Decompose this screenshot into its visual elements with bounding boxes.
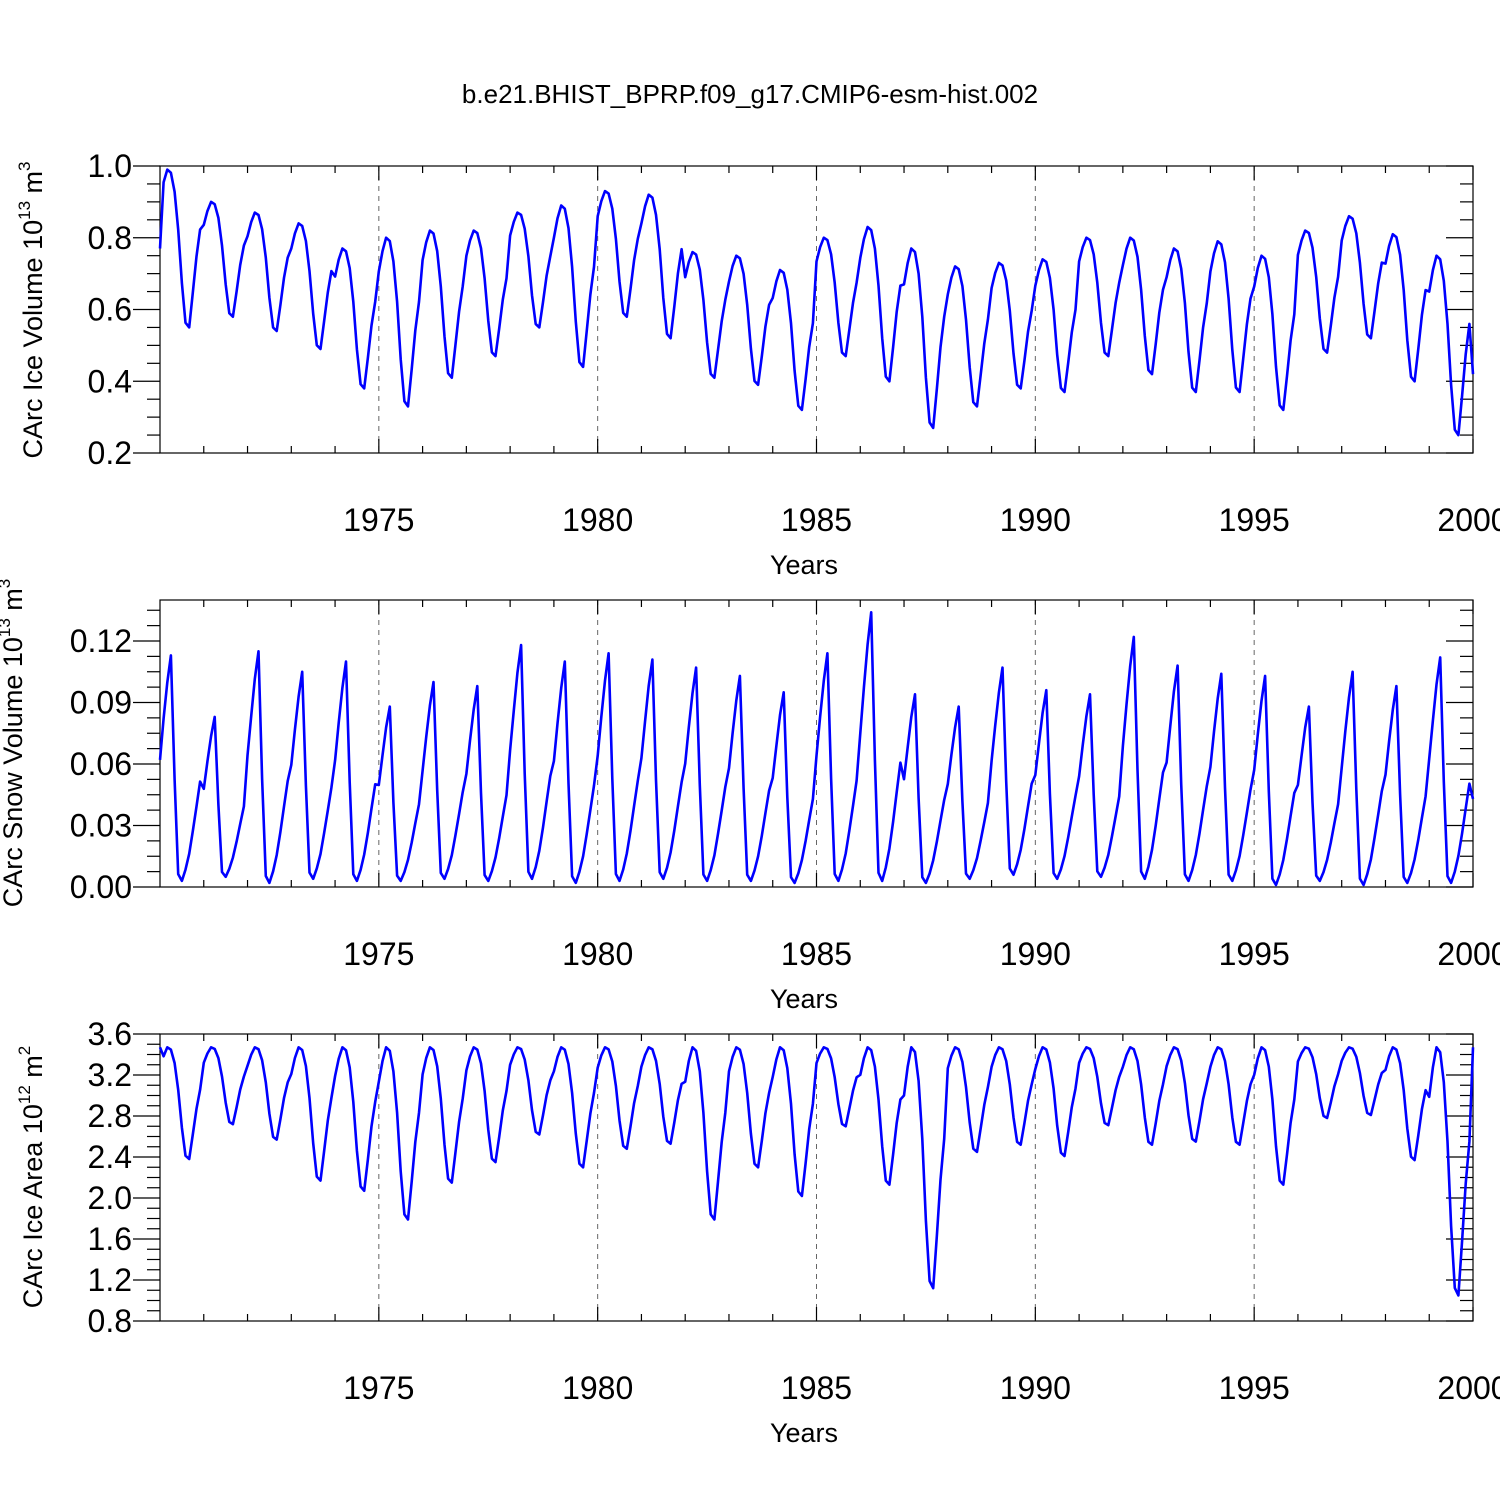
x-tick-label: 1990 <box>1000 502 1071 538</box>
y-tick-label: 1.2 <box>88 1262 132 1298</box>
x-tick-label: 1980 <box>562 936 633 972</box>
x-tick-label: 2000 <box>1437 936 1500 972</box>
x-tick-label: 1995 <box>1219 1370 1290 1406</box>
x-tick-label: 1975 <box>343 936 414 972</box>
y-tick-label: 0.8 <box>88 220 132 256</box>
ice-area-panel: CArc Ice Area 1012 m2 Years 1975 1980 1985… <box>15 1016 1500 1448</box>
y-tick-label: 2.0 <box>88 1180 132 1216</box>
y-tick-label: 0.8 <box>88 1303 132 1339</box>
y-tick-label: 0.2 <box>88 435 132 471</box>
x-tick-label: 1975 <box>343 1370 414 1406</box>
y-tick-label: 3.6 <box>88 1016 132 1052</box>
x-tick-label: 2000 <box>1437 502 1500 538</box>
x-tick-label: 1990 <box>1000 1370 1071 1406</box>
chart-title: b.e21.BHIST_BPRP.f09_g17.CMIP6-esm-hist.… <box>462 79 1038 109</box>
snow-volume-series-line <box>158 610 1475 887</box>
x-tick-label: 1985 <box>781 936 852 972</box>
ice-volume-ylabel: CArc Ice Volume 1013 m3 <box>15 161 48 458</box>
snow-volume-panel: CArc Snow Volume 1013 m3 Years 1975 1980 1… <box>0 579 1500 1014</box>
ice-area-xlabel: Years <box>770 1418 838 1448</box>
x-tick-label: 1990 <box>1000 936 1071 972</box>
y-tick-label: 0.12 <box>70 623 132 659</box>
y-tick-label: 0.06 <box>70 746 132 782</box>
ice-area-series-line <box>158 1046 1475 1297</box>
x-tick-label: 1975 <box>343 502 414 538</box>
x-tick-label: 1985 <box>781 1370 852 1406</box>
x-tick-label: 2000 <box>1437 1370 1500 1406</box>
ice-volume-series-line <box>158 168 1475 437</box>
snow-volume-ylabel: CArc Snow Volume 1013 m3 <box>0 579 28 908</box>
x-tick-label: 1980 <box>562 502 633 538</box>
y-tick-label: 2.4 <box>88 1139 132 1175</box>
y-tick-label: 0.4 <box>88 363 132 399</box>
y-tick-label: 0.09 <box>70 685 132 721</box>
y-tick-label: 0.03 <box>70 808 132 844</box>
x-tick-label: 1995 <box>1219 502 1290 538</box>
y-tick-label: 1.6 <box>88 1221 132 1257</box>
y-tick-label: 3.2 <box>88 1057 132 1093</box>
y-tick-label: 2.8 <box>88 1098 132 1134</box>
ice-volume-xlabel: Years <box>770 550 838 580</box>
x-tick-label: 1985 <box>781 502 852 538</box>
ice-volume-panel: CArc Ice Volume 1013 m3 Years 1975 1980 19… <box>15 148 1500 580</box>
y-tick-label: 1.0 <box>88 148 132 184</box>
x-tick-label: 1995 <box>1219 936 1290 972</box>
x-tick-label: 1980 <box>562 1370 633 1406</box>
snow-volume-xlabel: Years <box>770 984 838 1014</box>
ice-area-ylabel: CArc Ice Area 1012 m2 <box>15 1046 48 1309</box>
y-tick-label: 0.6 <box>88 292 132 328</box>
y-tick-label: 0.00 <box>70 869 132 905</box>
